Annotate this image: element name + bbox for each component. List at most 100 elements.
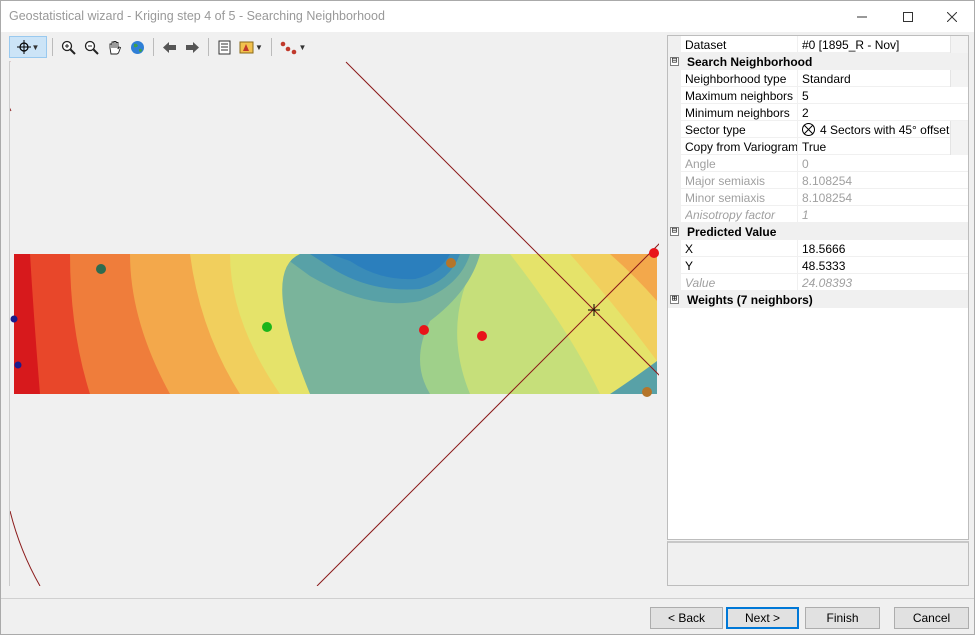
property-row-minor-semiaxis: Minor semiaxis 8.108254 [668,189,968,206]
cancel-button[interactable]: Cancel [894,607,969,629]
pan-hand-icon [109,40,121,54]
dropdown-button[interactable] [950,121,968,138]
property-value-cell: 0 [797,155,968,172]
row-gutter [668,87,681,104]
data-point[interactable] [649,248,659,258]
property-value-cell[interactable]: True [797,138,968,155]
surface-band [330,254,450,280]
finish-button[interactable]: Finish [805,607,880,629]
property-row-copy-from-variogram[interactable]: Copy from Variogram True [668,138,968,155]
map-canvas[interactable] [10,61,659,586]
category-label: Search Neighborhood [687,55,813,69]
property-value: 48.5333 [802,259,846,273]
row-gutter [668,70,681,87]
collapse-icon[interactable]: ⊟ [670,56,679,66]
property-value: 24.08393 [802,276,853,290]
category-predicted-value[interactable]: ⊟ Predicted Value [668,223,968,240]
data-point[interactable] [14,361,22,369]
property-value: 8.108254 [802,174,853,188]
maximize-button[interactable] [885,1,931,32]
property-value-cell[interactable]: Standard [797,70,968,87]
surface-band [570,254,657,361]
category-weights[interactable]: ⊞ Weights (7 neighbors) [668,291,968,308]
property-name: X [685,242,694,256]
dropdown-button[interactable] [950,138,968,155]
property-value: True [802,140,827,154]
search-ellipse-arc [10,61,12,112]
data-point[interactable] [419,325,429,335]
expand-icon[interactable]: ⊞ [670,294,679,304]
zoom-out-icon [84,40,99,55]
property-row-anisotropy-factor: Anisotropy factor 1 [668,206,968,223]
data-point[interactable] [262,322,272,332]
table-view-button[interactable] [213,36,235,58]
chevron-down-icon: ▼ [255,42,263,52]
property-name: Neighborhood type [685,72,787,86]
select-tool-button[interactable]: ▼ [9,36,47,58]
row-gutter [668,257,681,274]
dropdown-button[interactable] [950,70,968,87]
row-gutter [668,189,681,206]
close-icon [947,11,957,22]
property-row-sector-type[interactable]: Sector type 4 Sectors with 45° offset [668,121,968,138]
property-value-cell[interactable]: 2 [797,104,968,121]
property-row-neighborhood-type[interactable]: Neighborhood type Standard [668,70,968,87]
property-value-cell: 8.108254 [797,172,968,189]
property-row-minimum-neighbors[interactable]: Minimum neighbors 2 [668,104,968,121]
back-extent-button[interactable] [158,36,180,58]
property-name: Minimum neighbors [685,106,790,120]
minimize-button[interactable] [839,1,885,32]
prediction-surface [14,254,657,394]
property-value: 1 [802,208,809,222]
row-gutter [668,274,681,291]
map-toolbar: ▼ ▼ ▼ [9,35,659,59]
data-point[interactable] [10,315,18,323]
row-gutter [668,104,681,121]
property-value: Standard [802,72,851,86]
sector-line [345,61,659,376]
symbology-button[interactable]: ▼ [276,36,310,58]
pan-button[interactable] [103,36,125,58]
property-value-cell[interactable]: 5 [797,87,968,104]
property-row-y[interactable]: Y 48.5333 [668,257,968,274]
property-value: #0 [1895_R - Nov] [802,38,900,52]
map-view[interactable] [9,61,659,586]
next-button[interactable]: Next > [726,607,799,629]
property-value-cell[interactable]: 48.5333 [797,257,968,274]
property-value-cell[interactable]: 4 Sectors with 45° offset [797,121,968,138]
property-name: Copy from Variogram [685,140,797,154]
property-row-x[interactable]: X 18.5666 [668,240,968,257]
search-ellipse-arc [10,510,41,586]
toolbar-separator [153,38,154,56]
full-extent-button[interactable] [126,36,148,58]
row-gutter [668,36,681,53]
zoom-out-button[interactable] [80,36,102,58]
sector-type-icon [802,123,815,136]
select-pointer-icon [16,40,31,54]
category-label: Predicted Value [687,225,777,239]
property-value-cell[interactable]: #0 [1895_R - Nov] [797,36,968,53]
property-row-dataset[interactable]: Dataset #0 [1895_R - Nov] [668,36,968,53]
layer-legend-button[interactable]: ▼ [236,36,266,58]
zoom-in-button[interactable] [57,36,79,58]
data-points [10,248,659,397]
property-name: Maximum neighbors [685,89,794,103]
close-button[interactable] [929,1,975,32]
property-row-maximum-neighbors[interactable]: Maximum neighbors 5 [668,87,968,104]
table-view-icon [218,40,230,54]
prediction-location-marker [588,304,600,316]
dropdown-button[interactable] [950,36,968,53]
forward-extent-button[interactable] [181,36,203,58]
back-button[interactable]: < Back [650,607,723,629]
data-point[interactable] [642,387,652,397]
property-value: 4 Sectors with 45° offset [820,123,950,137]
data-point[interactable] [96,264,106,274]
property-value-cell[interactable]: 18.5666 [797,240,968,257]
data-point[interactable] [477,331,487,341]
collapse-icon[interactable]: ⊟ [670,226,679,236]
row-gutter [668,155,681,172]
symbology-points-icon [280,41,296,54]
data-point[interactable] [446,258,456,268]
category-search-neighborhood[interactable]: ⊟ Search Neighborhood [668,53,968,70]
